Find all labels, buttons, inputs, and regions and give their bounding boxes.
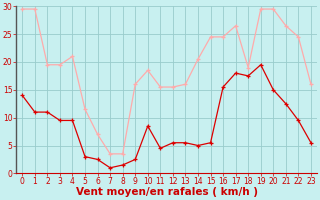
- X-axis label: Vent moyen/en rafales ( km/h ): Vent moyen/en rafales ( km/h ): [76, 187, 258, 197]
